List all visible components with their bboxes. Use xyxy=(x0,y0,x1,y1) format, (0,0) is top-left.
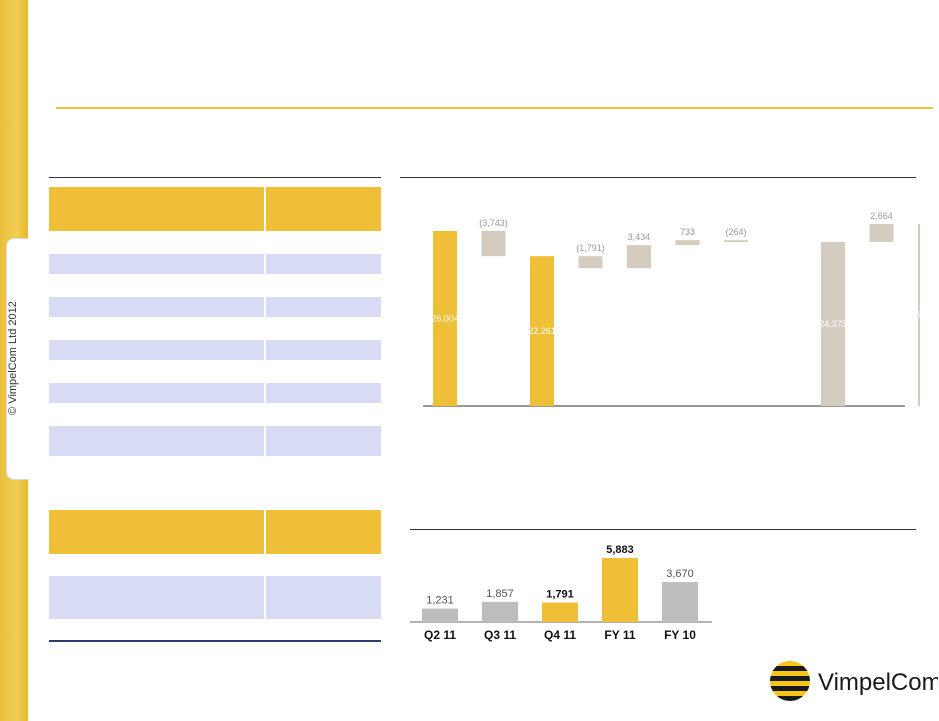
waterfall-bar xyxy=(627,245,651,269)
table-header-row xyxy=(49,187,381,231)
bar xyxy=(422,608,458,622)
title-rule xyxy=(56,107,933,109)
summary-table xyxy=(49,510,381,645)
waterfall-data-label: 24,373 xyxy=(819,319,847,329)
bar xyxy=(482,601,518,622)
waterfall-bar xyxy=(869,224,894,242)
table-header-cell xyxy=(49,187,264,231)
waterfall-data-label: 733 xyxy=(680,227,695,237)
x-tick-label: FY 10 xyxy=(664,628,696,642)
summary-header-value-cell xyxy=(266,510,381,554)
waterfall-bar xyxy=(821,241,845,406)
table-row xyxy=(49,340,381,360)
summary-header-row xyxy=(49,510,381,554)
x-tick-label: Q2 11 xyxy=(424,628,456,642)
waterfall-data-label: 22,261 xyxy=(528,326,556,336)
vimpelcom-logo-mark: VimpelCom xyxy=(770,661,939,701)
waterfall-bar xyxy=(481,230,506,257)
waterfall-data-label: (3,743) xyxy=(479,218,508,228)
waterfall-bar xyxy=(578,256,603,269)
x-tick-label: Q4 11 xyxy=(544,628,576,642)
table-bottom-line xyxy=(49,640,381,642)
x-tick-label: FY 11 xyxy=(604,628,635,642)
bar-data-label: 3,670 xyxy=(666,568,694,580)
table-row xyxy=(49,254,381,274)
bar-data-label: 1,231 xyxy=(426,595,454,607)
waterfall-data-label: 27,037 xyxy=(916,310,920,320)
results-table xyxy=(49,187,381,457)
waterfall-data-label: (264) xyxy=(725,227,746,237)
waterfall-chart: 26,004 (3,743) 22,261 (1,791) 3,434 733 (264) 2… xyxy=(423,211,920,407)
quarterly-bar-chart: 1,231 Q2 11 1,857 Q3 11 1,791 Q4 11 5,883 FY 11… xyxy=(410,544,712,642)
waterfall-bar xyxy=(724,240,748,242)
bar xyxy=(662,582,698,622)
bar xyxy=(602,558,638,622)
waterfall-bar xyxy=(918,224,920,406)
table-row xyxy=(49,576,381,619)
waterfall-data-label: 3,434 xyxy=(628,232,651,242)
table-row xyxy=(49,297,381,317)
waterfall-data-label: (1,791) xyxy=(576,243,605,253)
waterfall-data-label: 26,004 xyxy=(431,313,459,323)
table-top-rule xyxy=(49,177,381,178)
table-row xyxy=(49,426,381,456)
waterfall-bar xyxy=(433,230,457,406)
bar-data-label: 1,791 xyxy=(546,589,574,601)
table-row xyxy=(49,383,381,403)
waterfall-top-rule xyxy=(400,177,916,178)
bar-data-label: 5,883 xyxy=(606,544,634,556)
waterfall-data-label: 2,664 xyxy=(870,211,893,221)
summary-header-cell xyxy=(49,510,264,554)
sidebar-tab xyxy=(6,238,29,480)
waterfall-bar xyxy=(675,240,700,246)
table-header-value-cell xyxy=(266,187,381,231)
vimpelcom-logo: VimpelCom xyxy=(768,658,939,704)
copyright-label: © VimpelCom Ltd 2012 xyxy=(7,301,19,415)
capex-top-rule xyxy=(410,529,916,530)
x-tick-label: Q3 11 xyxy=(484,628,516,642)
bar xyxy=(542,602,578,622)
logo-wordmark: VimpelCom xyxy=(818,669,938,696)
waterfall-bar xyxy=(530,256,554,406)
copyright-label-container: © VimpelCom Ltd 2012 xyxy=(3,238,23,478)
bar-data-label: 1,857 xyxy=(486,588,514,600)
